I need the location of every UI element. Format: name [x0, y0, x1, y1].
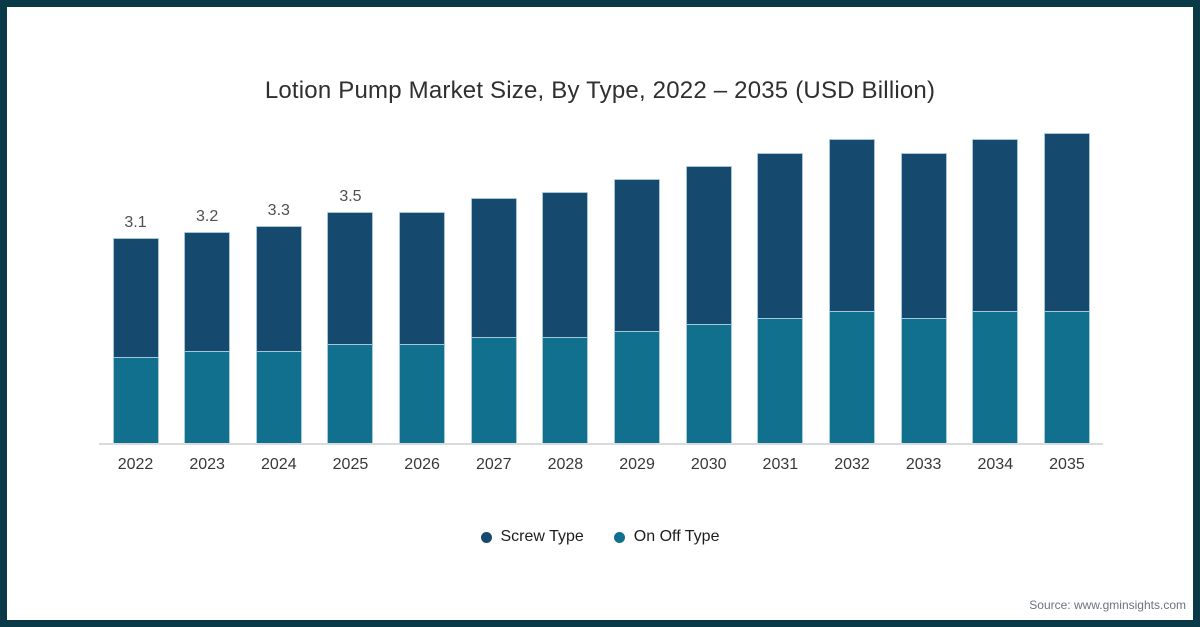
bar-segment-screw-type-2033[interactable] [900, 153, 947, 318]
bar-group-2034[interactable] [972, 139, 1019, 443]
bar-group-2032[interactable] [829, 139, 875, 443]
bar-value-label-2025: 3.5 [339, 188, 362, 205]
x-axis-label-2028: 2028 [547, 456, 584, 473]
x-axis-label-2030: 2030 [690, 456, 727, 473]
bar-group-2035[interactable] [1043, 133, 1090, 443]
x-axis-label-2031: 2031 [762, 456, 799, 473]
bar-segment-screw-type-2035[interactable] [1043, 133, 1090, 311]
bar-segment-screw-type-2029[interactable] [614, 179, 661, 331]
bar-group-2033[interactable] [900, 153, 947, 443]
bar-segment-screw-type-2034[interactable] [972, 139, 1019, 311]
x-axis-line [99, 443, 1103, 445]
bar-segment-on-off-type-2032[interactable] [829, 311, 875, 443]
bar-group-2031[interactable] [757, 153, 804, 443]
bar-segment-on-off-type-2034[interactable] [972, 311, 1019, 443]
x-axis-label-2034: 2034 [977, 456, 1014, 473]
source-attribution: Source: www.gminsights.com [1029, 598, 1186, 612]
bar-group-2024[interactable]: 3.3 [255, 201, 302, 443]
bar-group-2027[interactable] [470, 198, 517, 443]
bar-segment-on-off-type-2029[interactable] [614, 331, 661, 443]
bar-segment-on-off-type-2033[interactable] [900, 318, 947, 443]
bar-value-label-2024: 3.3 [267, 202, 290, 219]
bar-segment-on-off-type-2026[interactable] [399, 344, 446, 443]
x-axis-label-2032: 2032 [834, 456, 870, 473]
bar-group-2023[interactable]: 3.2 [184, 207, 231, 443]
x-axis-label-2022: 2022 [117, 456, 154, 473]
bar-segment-screw-type-2023[interactable] [184, 232, 231, 351]
x-axis-label-2035: 2035 [1049, 456, 1085, 473]
x-axis-label-2033: 2033 [905, 456, 942, 473]
x-axis-label-2025: 2025 [332, 456, 369, 473]
bar-segment-screw-type-2027[interactable] [470, 198, 517, 337]
legend-dot-icon [480, 531, 492, 543]
bar-value-label-2023: 3.2 [196, 208, 219, 225]
bar-segment-screw-type-2026[interactable] [399, 212, 446, 344]
bar-segment-on-off-type-2022[interactable] [112, 357, 159, 443]
bar-segment-screw-type-2032[interactable] [829, 139, 875, 311]
bar-segment-screw-type-2024[interactable] [255, 226, 302, 351]
bar-segment-on-off-type-2023[interactable] [184, 351, 231, 443]
bar-group-2026[interactable] [399, 212, 446, 443]
legend-label: On Off Type [633, 528, 720, 545]
legend-item-screw-type[interactable]: Screw Type [480, 528, 584, 546]
bar-group-2028[interactable] [542, 192, 589, 443]
bar-segment-on-off-type-2031[interactable] [757, 318, 804, 443]
legend: Screw Type On Off Type [0, 528, 1200, 546]
bar-segment-on-off-type-2028[interactable] [542, 337, 589, 443]
bar-segment-screw-type-2028[interactable] [542, 192, 589, 337]
chart-title: Lotion Pump Market Size, By Type, 2022 –… [264, 77, 936, 104]
x-axis-label-2024: 2024 [261, 456, 297, 473]
x-axis-label-2023: 2023 [189, 456, 225, 473]
bar-segment-screw-type-2031[interactable] [757, 153, 804, 318]
x-axis-label-2029: 2029 [619, 456, 655, 473]
legend-dot-icon [613, 531, 625, 543]
bar-segment-on-off-type-2027[interactable] [470, 337, 517, 443]
bar-group-2029[interactable] [614, 179, 661, 443]
legend-label: Screw Type [500, 528, 584, 545]
x-axis-label-2026: 2026 [404, 456, 440, 473]
bar-segment-screw-type-2025[interactable] [327, 212, 374, 344]
bar-segment-on-off-type-2035[interactable] [1043, 311, 1090, 443]
bar-segment-on-off-type-2025[interactable] [327, 344, 374, 443]
plot-area: 3.1 3.2 3.3 3.5 [99, 0, 1103, 445]
bar-segment-screw-type-2030[interactable] [685, 166, 732, 324]
legend-item-on-off-type[interactable]: On Off Type [613, 528, 720, 546]
bar-segment-screw-type-2022[interactable] [112, 238, 159, 357]
bar-segment-on-off-type-2030[interactable] [685, 324, 732, 443]
x-axis-label-2027: 2027 [475, 456, 512, 473]
bar-group-2022[interactable]: 3.1 [112, 213, 159, 443]
bar-segment-on-off-type-2024[interactable] [255, 351, 302, 443]
bar-value-label-2022: 3.1 [124, 214, 147, 231]
bar-group-2025[interactable]: 3.5 [327, 187, 374, 443]
bar-group-2030[interactable] [685, 166, 732, 443]
